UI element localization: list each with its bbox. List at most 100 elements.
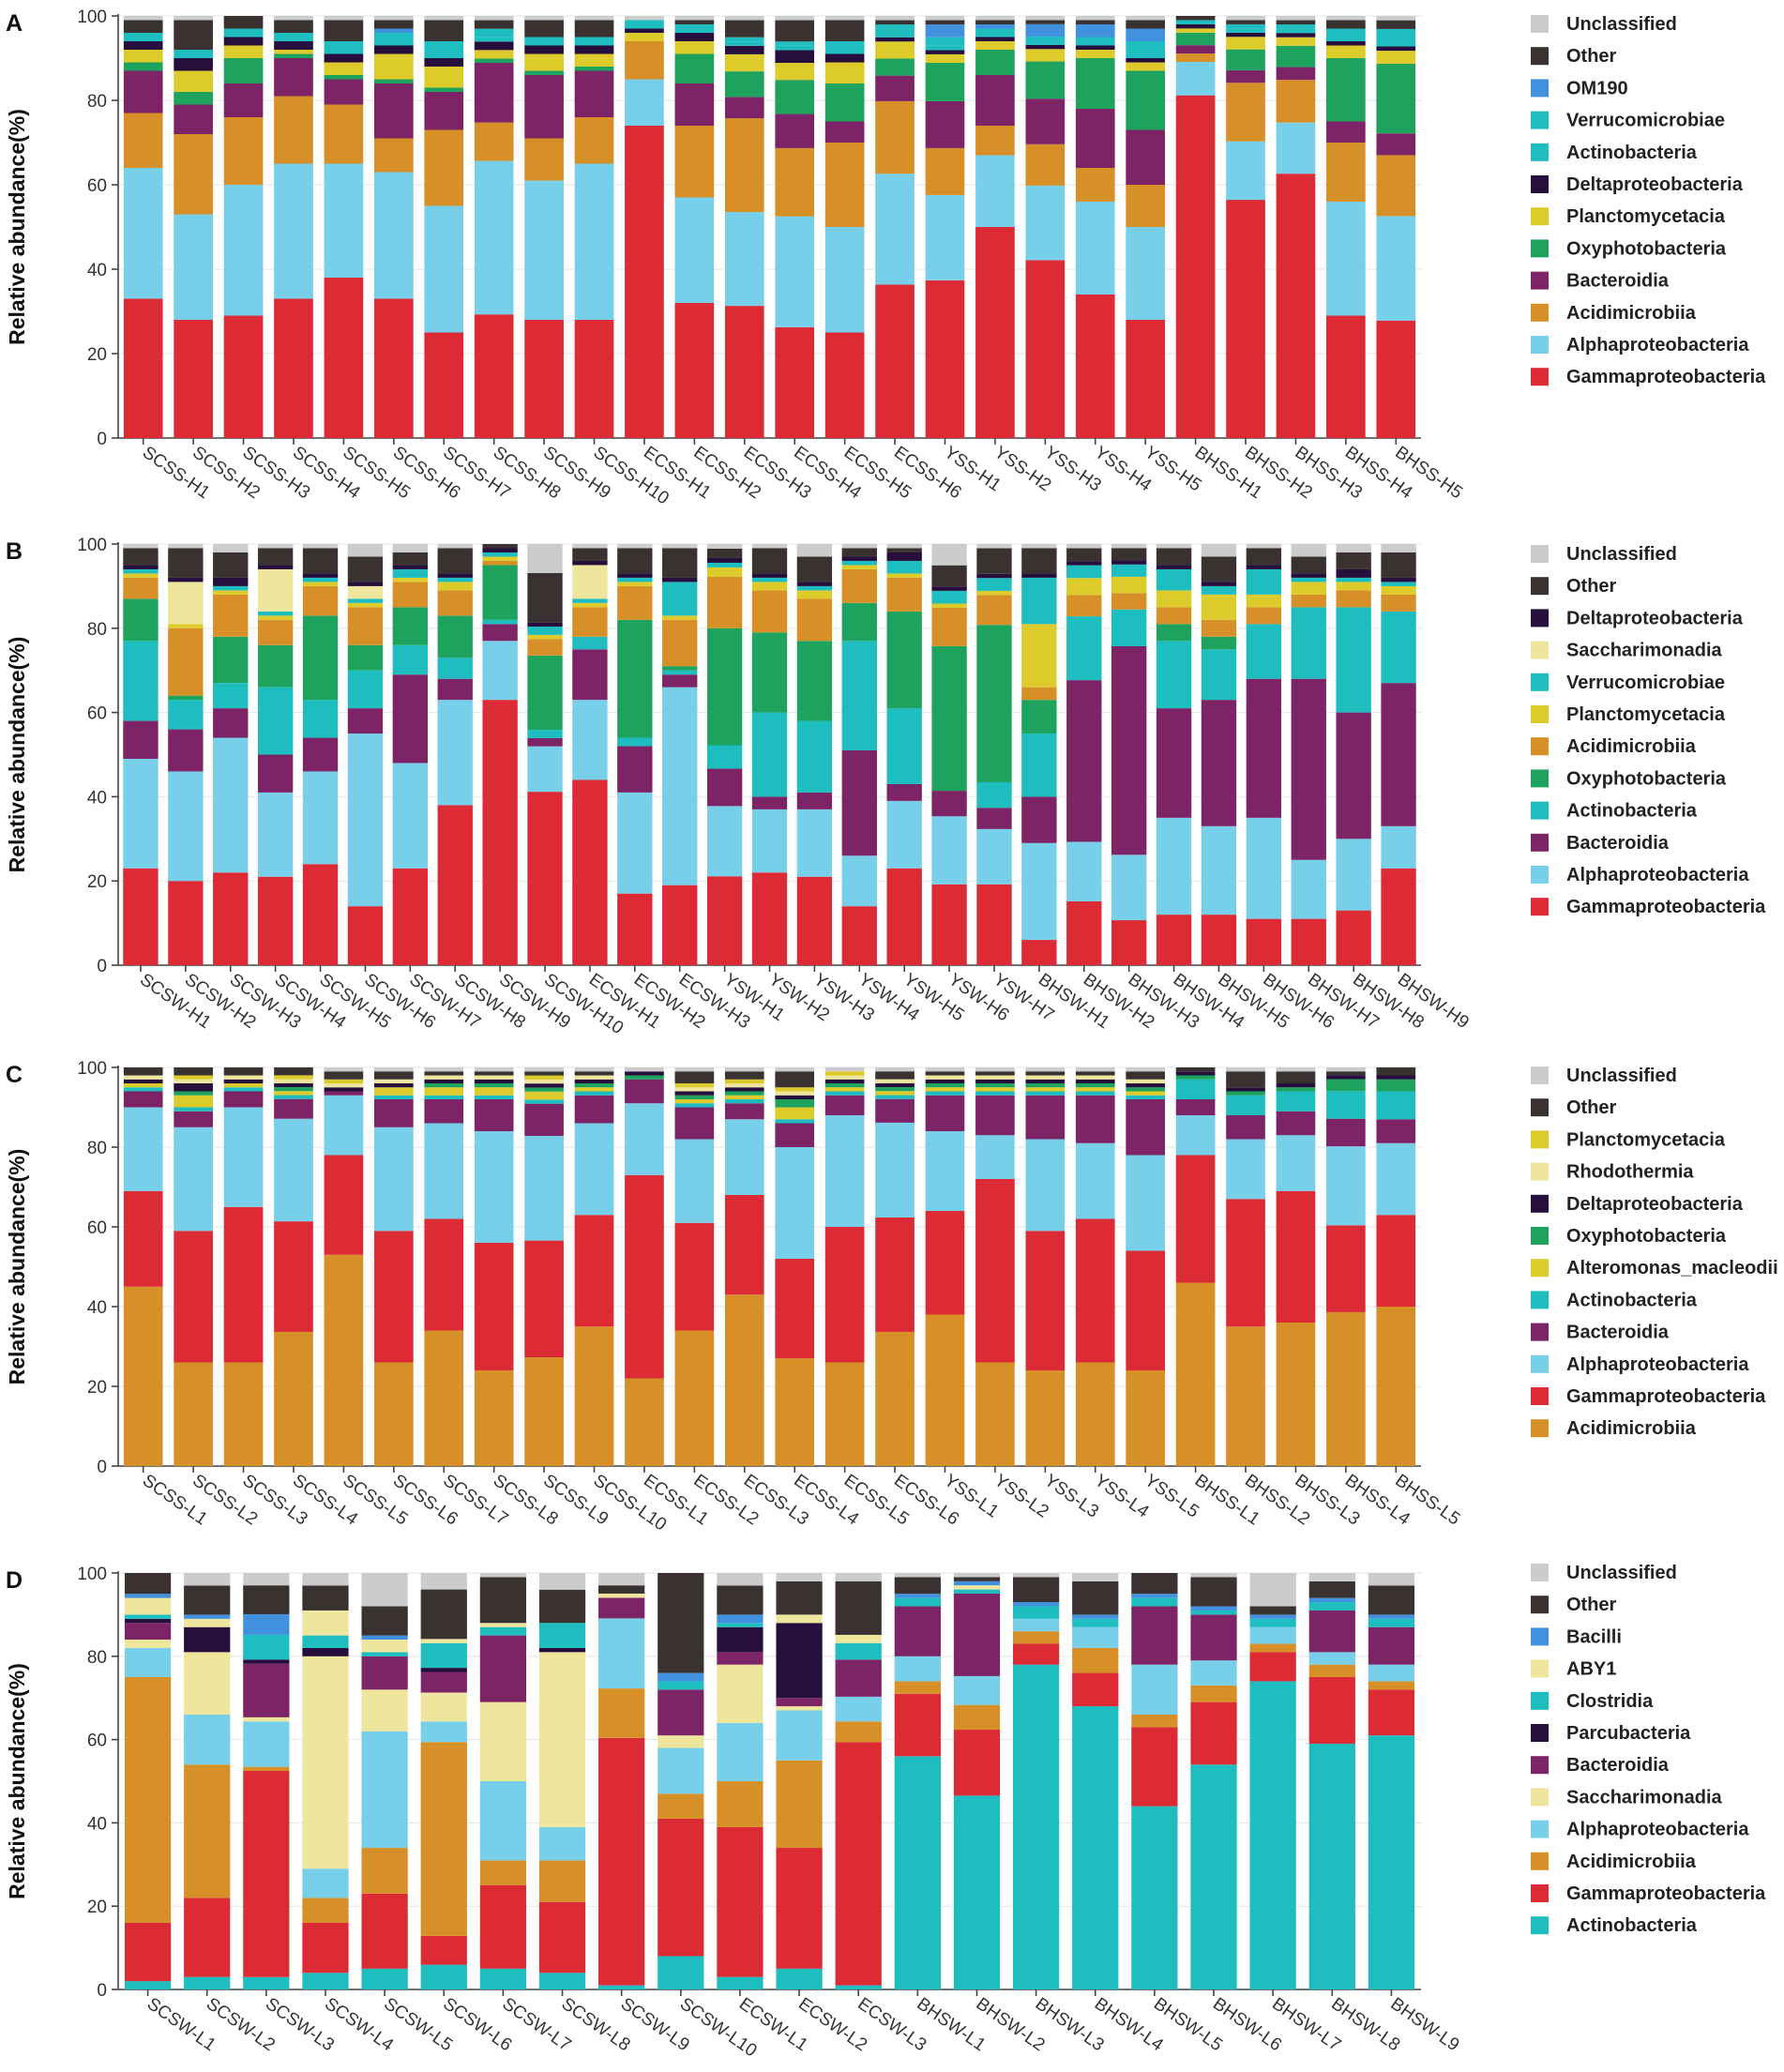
bar-segment-acidimicrobiia	[274, 1331, 313, 1466]
bar-segment-gammaproteobacteria	[775, 326, 815, 438]
bar-segment-acidimicrobiia	[1376, 1307, 1416, 1466]
bar-segment-alteromonas-macleodii	[274, 1091, 313, 1096]
panel-letter: D	[6, 1567, 23, 1594]
bar-segment-bacilli	[953, 1580, 1001, 1586]
bar-segment-planctomycetacia	[168, 624, 204, 628]
bar-segment-bacteroidia	[124, 1623, 172, 1641]
bar-segment-bacteroidia	[424, 1099, 464, 1124]
bar-segment-other	[574, 20, 614, 38]
bar-segment-unclassified	[824, 1067, 865, 1072]
bar-segment-acidimicrobiia	[724, 1294, 764, 1466]
bar-segment-oxyphotobacteria	[474, 58, 514, 63]
bar-segment-deltaproteobacteria	[925, 50, 965, 54]
bar-segment-unclassified	[1021, 544, 1057, 549]
bar-segment-other	[184, 1585, 231, 1615]
bar-segment-acidimicrobiia	[1156, 607, 1192, 625]
bar-segment-alphaproteobacteria	[776, 1710, 823, 1761]
y-tick-label: 40	[87, 1814, 107, 1834]
bar-segment-acidimicrobiia	[875, 100, 915, 174]
legend-swatch	[1531, 336, 1549, 354]
bar-segment-acidimicrobiia	[1126, 1370, 1166, 1466]
legend-swatch	[1531, 1724, 1549, 1742]
legend-swatch	[1531, 1916, 1549, 1935]
legend-item: Saccharimonadia	[1531, 641, 1723, 661]
bar-segment-alphaproteobacteria	[835, 1696, 882, 1722]
bar-segment-parcubacteria	[420, 1668, 467, 1672]
bar-segment-other	[875, 20, 915, 25]
bar-segment-bacteroidia	[975, 1095, 1015, 1136]
bar-segment-bacteroidia	[1376, 1119, 1416, 1143]
bar-segment-alphaproteobacteria	[574, 1123, 614, 1216]
bar-segment-other	[775, 20, 815, 42]
bar-segment-unclassified	[1336, 544, 1371, 552]
bar-segment-verrucomicrobiae	[574, 37, 614, 41]
bar-segment-unclassified	[925, 1067, 965, 1072]
legend-swatch	[1531, 239, 1549, 258]
bar-segment-acidimicrobiia	[1175, 1282, 1216, 1466]
bar-segment-actinobacteria	[302, 1973, 349, 1989]
bar-segment-unclassified	[524, 1067, 564, 1072]
legend-swatch	[1531, 1820, 1549, 1838]
legend-label: Acidimicrobiia	[1566, 303, 1697, 324]
bar-segment-gammaproteobacteria	[1336, 910, 1371, 965]
bar-segment-unclassified	[925, 16, 965, 21]
bar-segment-actinobacteria	[617, 737, 653, 747]
bar-segment-unclassified	[824, 16, 865, 21]
bar-segment-alphaproteobacteria	[1175, 62, 1216, 96]
bar-segment-other	[302, 1585, 349, 1611]
bar-segment-other	[424, 20, 464, 41]
bar-segment-verrucomicrobiae	[572, 598, 608, 603]
bar-segment-alphaproteobacteria	[1376, 1142, 1416, 1216]
bar-segment-other	[479, 1577, 527, 1624]
bar-segment-other	[474, 1071, 514, 1076]
legend-item: Gammaproteobacteria	[1531, 1386, 1766, 1407]
bar-segment-actinobacteria	[274, 37, 313, 41]
legend-item: Acidimicrobiia	[1531, 1418, 1697, 1439]
bar-segment-alphaproteobacteria	[482, 641, 518, 701]
bar-segment-alphaproteobacteria	[724, 212, 764, 307]
bar-segment-actinobacteria	[1291, 607, 1326, 679]
bar-segment-bacteroidia	[257, 754, 294, 793]
bar-segment-bacteroidia	[1381, 683, 1416, 826]
bar-segment-gammaproteobacteria	[1246, 918, 1282, 965]
bar-segment-aby1	[361, 1640, 408, 1653]
bar-segment-actinobacteria	[775, 45, 815, 51]
bar-segment-deltaproteobacteria	[324, 53, 364, 63]
bar-segment-unclassified	[538, 1573, 586, 1590]
bar-segment-alphaproteobacteria	[474, 1131, 514, 1243]
bar-segment-unclassified	[835, 1573, 882, 1581]
bar-segment-unclassified	[953, 1573, 1001, 1578]
bar-segment-actinobacteria	[538, 1973, 586, 1989]
bar-segment-deltaproteobacteria	[274, 1082, 313, 1088]
bar-segment-other	[1075, 20, 1115, 24]
bar-segment-parcubacteria	[243, 1659, 290, 1664]
y-tick-label: 60	[87, 176, 107, 196]
bar-segment-bacteroidia	[1066, 680, 1102, 842]
bar-segment-actinobacteria	[775, 1119, 815, 1124]
bar-segment-gammaproteobacteria	[1021, 940, 1057, 965]
bar-segment-gammaproteobacteria	[524, 1240, 564, 1358]
bar-segment-bacteroidia	[274, 58, 313, 97]
bar-segment-saccharimonadia	[420, 1692, 467, 1722]
legend-swatch	[1531, 175, 1549, 193]
bar-segment-actinobacteria	[1075, 41, 1115, 46]
bar-segment-rhodothermia	[1025, 1075, 1066, 1080]
bar-segment-acidimicrobiia	[1072, 1647, 1119, 1673]
bar-segment-oxyphotobacteria	[931, 645, 967, 792]
bar-segment-actinobacteria	[953, 1795, 1001, 1989]
bar-segment-unclassified	[474, 1067, 514, 1072]
bar-segment-alphaproteobacteria	[174, 214, 213, 320]
bar-segment-other	[524, 1071, 564, 1076]
bar-segment-bacteroidia	[835, 1659, 882, 1697]
bar-segment-other	[1326, 1071, 1366, 1076]
bar-segment-deltaproteobacteria	[574, 1079, 614, 1083]
bar-segment-deltaproteobacteria	[724, 1087, 764, 1092]
bar-segment-planctomycetacia	[347, 602, 384, 608]
legend-swatch	[1531, 1162, 1549, 1181]
bar-segment-verrucomicrobiae	[213, 585, 249, 591]
bar-segment-verrucomicrobiae	[347, 598, 384, 603]
bar-segment-actinobacteria	[1246, 624, 1282, 679]
bar-segment-planctomycetacia	[975, 41, 1015, 50]
bar-segment-actinobacteria	[302, 700, 339, 738]
legend-item: Other	[1531, 1097, 1617, 1118]
